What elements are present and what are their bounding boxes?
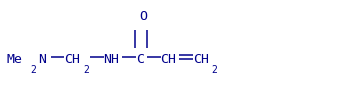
Text: CH: CH xyxy=(161,53,177,66)
Text: 2: 2 xyxy=(30,65,36,75)
Text: 2: 2 xyxy=(211,65,217,75)
Text: O: O xyxy=(139,10,147,23)
Text: 2: 2 xyxy=(83,65,89,75)
Text: NH: NH xyxy=(104,53,120,66)
Text: Me: Me xyxy=(6,53,22,66)
Text: C: C xyxy=(136,53,144,66)
Text: CH: CH xyxy=(64,53,81,66)
Text: CH: CH xyxy=(193,53,209,66)
Text: N: N xyxy=(38,53,46,66)
